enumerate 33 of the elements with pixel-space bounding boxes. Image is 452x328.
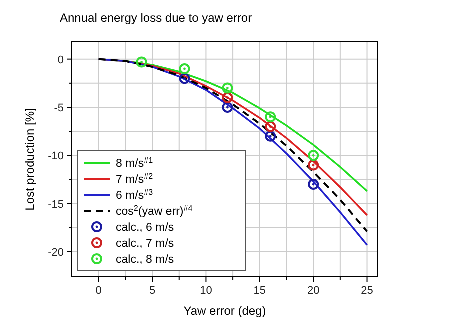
point [222, 92, 234, 104]
point [265, 130, 276, 142]
point [308, 179, 320, 190]
x-tick-label: 0 [96, 285, 102, 297]
point [222, 82, 234, 94]
x-tick-label: 20 [307, 285, 320, 297]
legend-label: 7 m/s$^{#2}$ [116, 172, 154, 186]
legend-label: 6 m/s$^{#3}$ [116, 188, 154, 202]
chart-title: Annual energy loss due to yaw error [60, 11, 252, 25]
legend-label: 8 m/s$^{#1}$ [116, 156, 154, 170]
y-tick-label: -5 [54, 102, 64, 114]
x-tick-label: 5 [149, 285, 156, 297]
x-axis-title: Yaw error (deg) [184, 304, 266, 318]
point [308, 150, 320, 162]
point [222, 102, 234, 113]
y-tick-label: 0 [58, 54, 64, 66]
legend-label: calc., 6 m/s [116, 222, 174, 234]
y-tick-label: -10 [48, 150, 64, 163]
point [136, 56, 148, 68]
x-tick-label: 15 [254, 285, 266, 297]
legend-label: calc., 7 m/s [116, 238, 174, 250]
legend-label: cos$^{2}$(yaw err)$^{#4}$ [116, 204, 194, 218]
legend-label: calc., 8 m/s [116, 254, 174, 266]
point [179, 73, 190, 84]
y-tick-label: -20 [48, 246, 64, 259]
x-tick-label: 10 [200, 285, 212, 297]
point [308, 160, 320, 171]
x-tick-label: 25 [361, 285, 374, 297]
point [179, 63, 190, 74]
y-axis-title: Lost production [%] [23, 108, 37, 211]
point [265, 112, 276, 123]
y-tick-label: -15 [48, 198, 64, 211]
point [265, 121, 276, 132]
